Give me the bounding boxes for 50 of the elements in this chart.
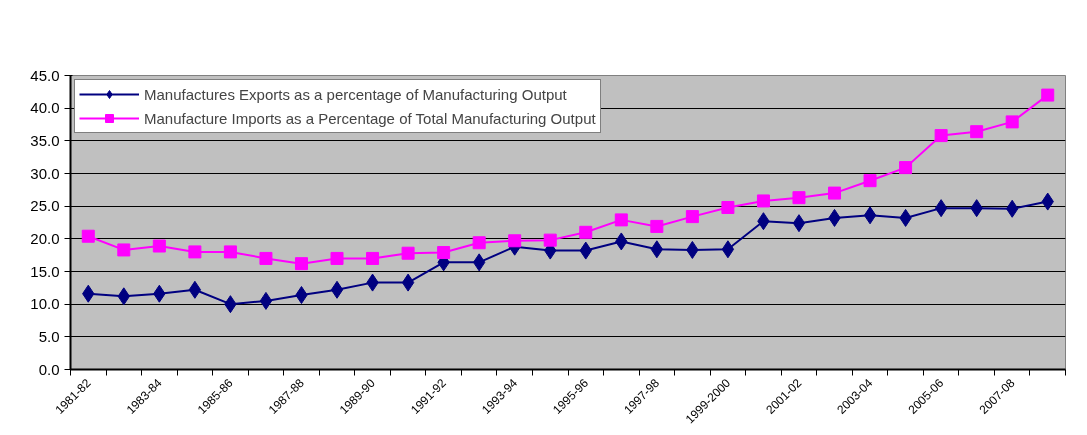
- point: [934, 199, 948, 218]
- point: [401, 246, 415, 260]
- point: [259, 291, 273, 310]
- point: [472, 236, 486, 250]
- point: [579, 225, 593, 239]
- y-tick-label: 40.0: [30, 99, 60, 117]
- point: [188, 245, 202, 259]
- point: [152, 239, 166, 253]
- point: [650, 219, 664, 233]
- point: [792, 191, 806, 205]
- point: [1005, 115, 1019, 129]
- y-tick-label: 0.0: [38, 360, 60, 378]
- point: [934, 129, 948, 143]
- point: [366, 251, 380, 265]
- y-tick-label: 5.0: [38, 327, 60, 345]
- point: [294, 257, 308, 271]
- y-tick-label: 35.0: [30, 131, 60, 149]
- point: [721, 200, 735, 214]
- point: [543, 233, 557, 247]
- point: [81, 229, 95, 243]
- point: [721, 240, 735, 259]
- legend-label: Manufactures Exports as a percentage of Manufacturing Output: [144, 85, 567, 103]
- point: [863, 174, 877, 188]
- point: [330, 280, 344, 299]
- point: [685, 210, 699, 224]
- point: [614, 213, 628, 227]
- y-tick-label: 45.0: [30, 66, 60, 84]
- point: [117, 243, 131, 257]
- point: [401, 273, 415, 292]
- point: [472, 253, 486, 272]
- point: [863, 206, 877, 225]
- point: [792, 214, 806, 233]
- point: [223, 245, 237, 259]
- point: [899, 161, 913, 175]
- point: [756, 194, 770, 208]
- legend-label: Manufacture Imports as a Percentage of Total Manufacturing Output: [144, 109, 596, 127]
- point: [508, 234, 522, 248]
- point: [437, 246, 451, 260]
- point: [188, 280, 202, 299]
- point: [970, 125, 984, 139]
- point: [828, 186, 842, 200]
- point: [259, 251, 273, 265]
- y-tick-label: 10.0: [30, 295, 60, 313]
- point: [1041, 88, 1055, 102]
- point: [650, 240, 664, 259]
- point: [330, 251, 344, 265]
- y-tick-label: 20.0: [30, 229, 60, 247]
- y-tick-label: 15.0: [30, 262, 60, 280]
- y-tick-label: 30.0: [30, 164, 60, 182]
- y-tick-label: 25.0: [30, 197, 60, 215]
